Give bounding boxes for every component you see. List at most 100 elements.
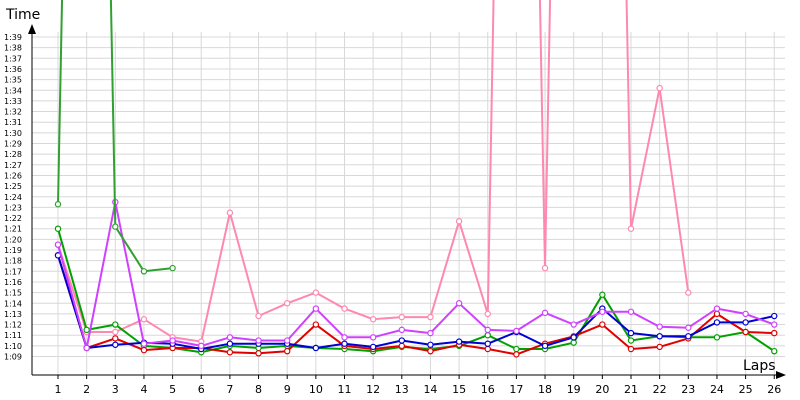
data-point [140,346,148,354]
data-point [54,225,62,232]
series-line [57,255,775,356]
y-tick-label: 1:13 [4,310,22,319]
data-point [284,347,291,355]
data-point [513,351,520,358]
y-tick-label: 1:18 [4,257,22,266]
y-tick-label: 1:26 [4,171,22,180]
x-tick-label: 1 [55,383,62,396]
x-tick-label: 2 [83,383,90,396]
y-tick-label: 1:20 [4,235,22,244]
x-tick-labels: 1 2 3 4 5 6 7 8 9 10 11 12 13 14 15 16 17 18 19 20 21 22 23 24 2… [55,375,781,396]
data-point [112,335,119,342]
x-axis-arrow [776,371,786,379]
y-tick-label: 1:17 [4,267,22,276]
y-tick-label: 1:25 [4,182,22,191]
data-point [713,319,721,326]
data-point [713,310,721,318]
data-point [169,264,176,272]
x-tick-label: 22 [653,383,667,396]
data-point [255,312,262,320]
y-tick-label: 1:12 [4,321,22,330]
x-tick-label: 12 [366,383,380,396]
data-point [570,334,577,341]
y-tick-label: 1:11 [4,331,22,340]
data-point [226,209,234,216]
x-tick-label: 4 [140,383,147,396]
data-point [341,334,348,341]
data-point [312,289,320,296]
data-point [427,313,434,321]
data-point [742,310,749,318]
series-4 [54,252,778,353]
x-tick-label: 8 [255,383,262,396]
data-point [427,329,434,337]
data-point [112,341,119,348]
data-point [226,340,234,347]
data-point [369,334,377,341]
grid-lines [32,32,785,375]
series-group [54,0,778,358]
y-tick-label: 1:36 [4,65,22,74]
y-tick-label: 1:23 [4,203,22,212]
x-tick-label: 9 [284,383,291,396]
data-point [54,241,62,248]
y-tick-label: 1:39 [4,33,22,42]
data-point [599,321,606,328]
y-tick-label: 1:35 [4,76,22,85]
x-tick-label: 19 [567,383,581,396]
data-point [198,342,205,350]
series-6 [54,0,176,275]
x-tick-label: 23 [681,383,695,396]
data-point [484,340,491,347]
data-point [398,342,405,350]
x-tick-label: 20 [595,383,609,396]
data-point [742,328,749,336]
data-point [398,313,405,321]
data-point [484,332,491,339]
data-point [541,309,549,317]
data-point [656,323,663,330]
data-point [112,223,119,230]
x-tick-label: 10 [309,383,323,396]
data-point [284,300,291,307]
data-point [83,344,90,352]
data-point [570,339,577,346]
x-tick-label: 14 [423,383,437,396]
data-point [484,345,491,353]
series-1 [54,0,692,345]
data-point [284,337,291,344]
data-point [513,345,520,353]
x-tick-label: 15 [452,383,466,396]
data-point [685,324,692,331]
data-point [627,225,635,232]
data-point [455,218,463,225]
data-point [112,328,119,336]
data-point [513,327,520,335]
data-point [312,305,320,312]
x-tick-label: 11 [338,383,352,396]
data-point [427,341,434,348]
data-point [455,338,463,345]
x-tick-label: 26 [767,383,781,396]
data-point [484,310,491,318]
y-tick-label: 1:22 [4,214,22,223]
data-point [656,84,663,92]
data-point [341,340,348,347]
data-point [685,289,692,296]
data-point [112,321,119,328]
y-tick-label: 1:21 [4,225,22,234]
series-5 [54,198,778,352]
y-tick-label: 1:16 [4,278,22,287]
x-tick-label: 7 [226,383,233,396]
data-point [140,316,148,323]
x-tick-label: 18 [538,383,552,396]
y-tick-label: 1:28 [4,150,22,159]
data-point [570,321,577,328]
data-point [140,268,148,275]
data-point [484,326,491,334]
data-point [713,334,721,341]
y-tick-label: 1:31 [4,118,22,127]
data-point [369,316,377,323]
data-point [713,305,721,312]
